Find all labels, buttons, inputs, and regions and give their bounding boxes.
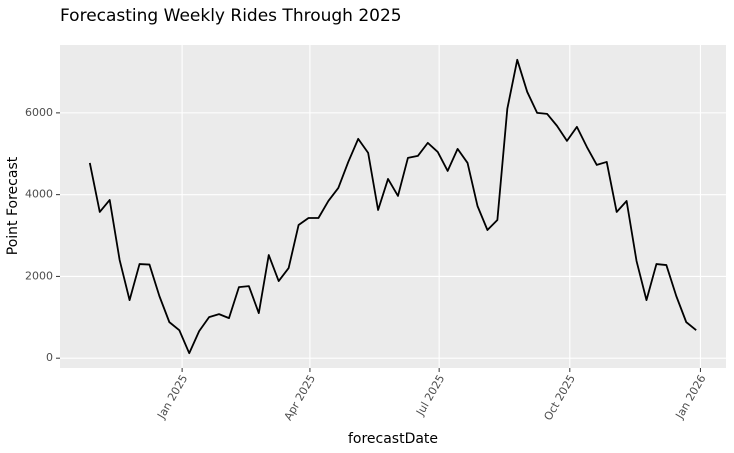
line [88,58,697,355]
y-tick-label: 6000 [25,106,53,119]
x-tick-label: Jan 2026 [673,373,709,422]
x-tick-label: Oct 2025 [541,373,578,423]
panel [60,45,726,368]
x-tick-label: Jul 2025 [413,373,447,419]
x-tick-label: Jan 2025 [154,373,190,422]
y-tick-label: 4000 [25,188,53,201]
x-axis-title: forecastDate [348,431,438,447]
chart-title: Forecasting Weekly Rides Through 2025 [60,6,402,26]
y-tick-label: 2000 [25,269,53,282]
y-tick-label: 0 [46,351,53,364]
y-axis-title: Point Forecast [5,156,21,255]
x-tick-label: Apr 2025 [282,373,319,423]
